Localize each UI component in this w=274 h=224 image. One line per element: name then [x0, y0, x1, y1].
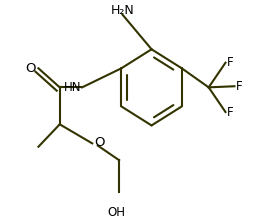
Text: OH: OH	[108, 206, 126, 219]
Text: F: F	[227, 106, 233, 118]
Text: O: O	[95, 136, 105, 149]
Text: F: F	[236, 80, 242, 93]
Text: F: F	[227, 56, 233, 69]
Text: H₂N: H₂N	[111, 4, 135, 17]
Text: O: O	[26, 62, 36, 75]
Text: HN: HN	[64, 81, 81, 94]
